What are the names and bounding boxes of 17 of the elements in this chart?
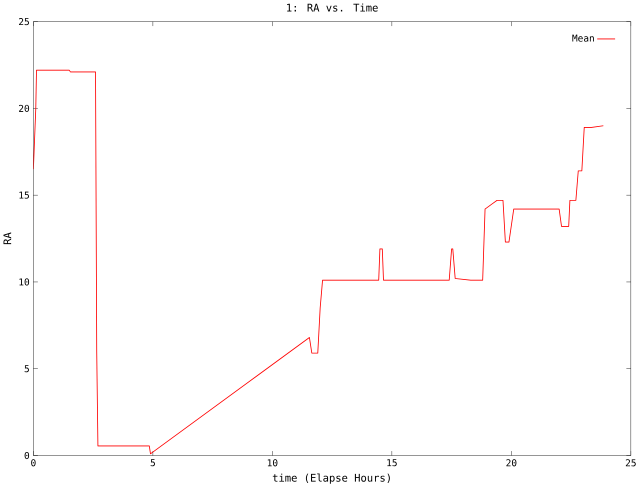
legend-label: Mean [572,34,594,42]
y-tick-label: 10 [19,278,30,286]
y-axis-title: RA [3,232,12,244]
y-tick-label: 25 [19,18,29,26]
y-tick-label: 0 [24,452,30,459]
x-tick-label: 10 [268,459,278,466]
y-tick-label: 20 [19,104,30,112]
chart-title: 1: RA vs. Time [287,3,378,12]
x-tick-label: 0 [31,459,36,466]
y-tick-label: 15 [19,192,29,199]
x-tick-label: 5 [150,459,155,466]
y-tick-label: 5 [24,365,29,372]
x-tick-label: 20 [506,459,516,466]
x-tick-label: 25 [626,459,636,466]
line-series [33,70,604,454]
x-tick-label: 15 [387,459,397,466]
x-axis-title: time (Elapse Hours) [272,473,390,484]
